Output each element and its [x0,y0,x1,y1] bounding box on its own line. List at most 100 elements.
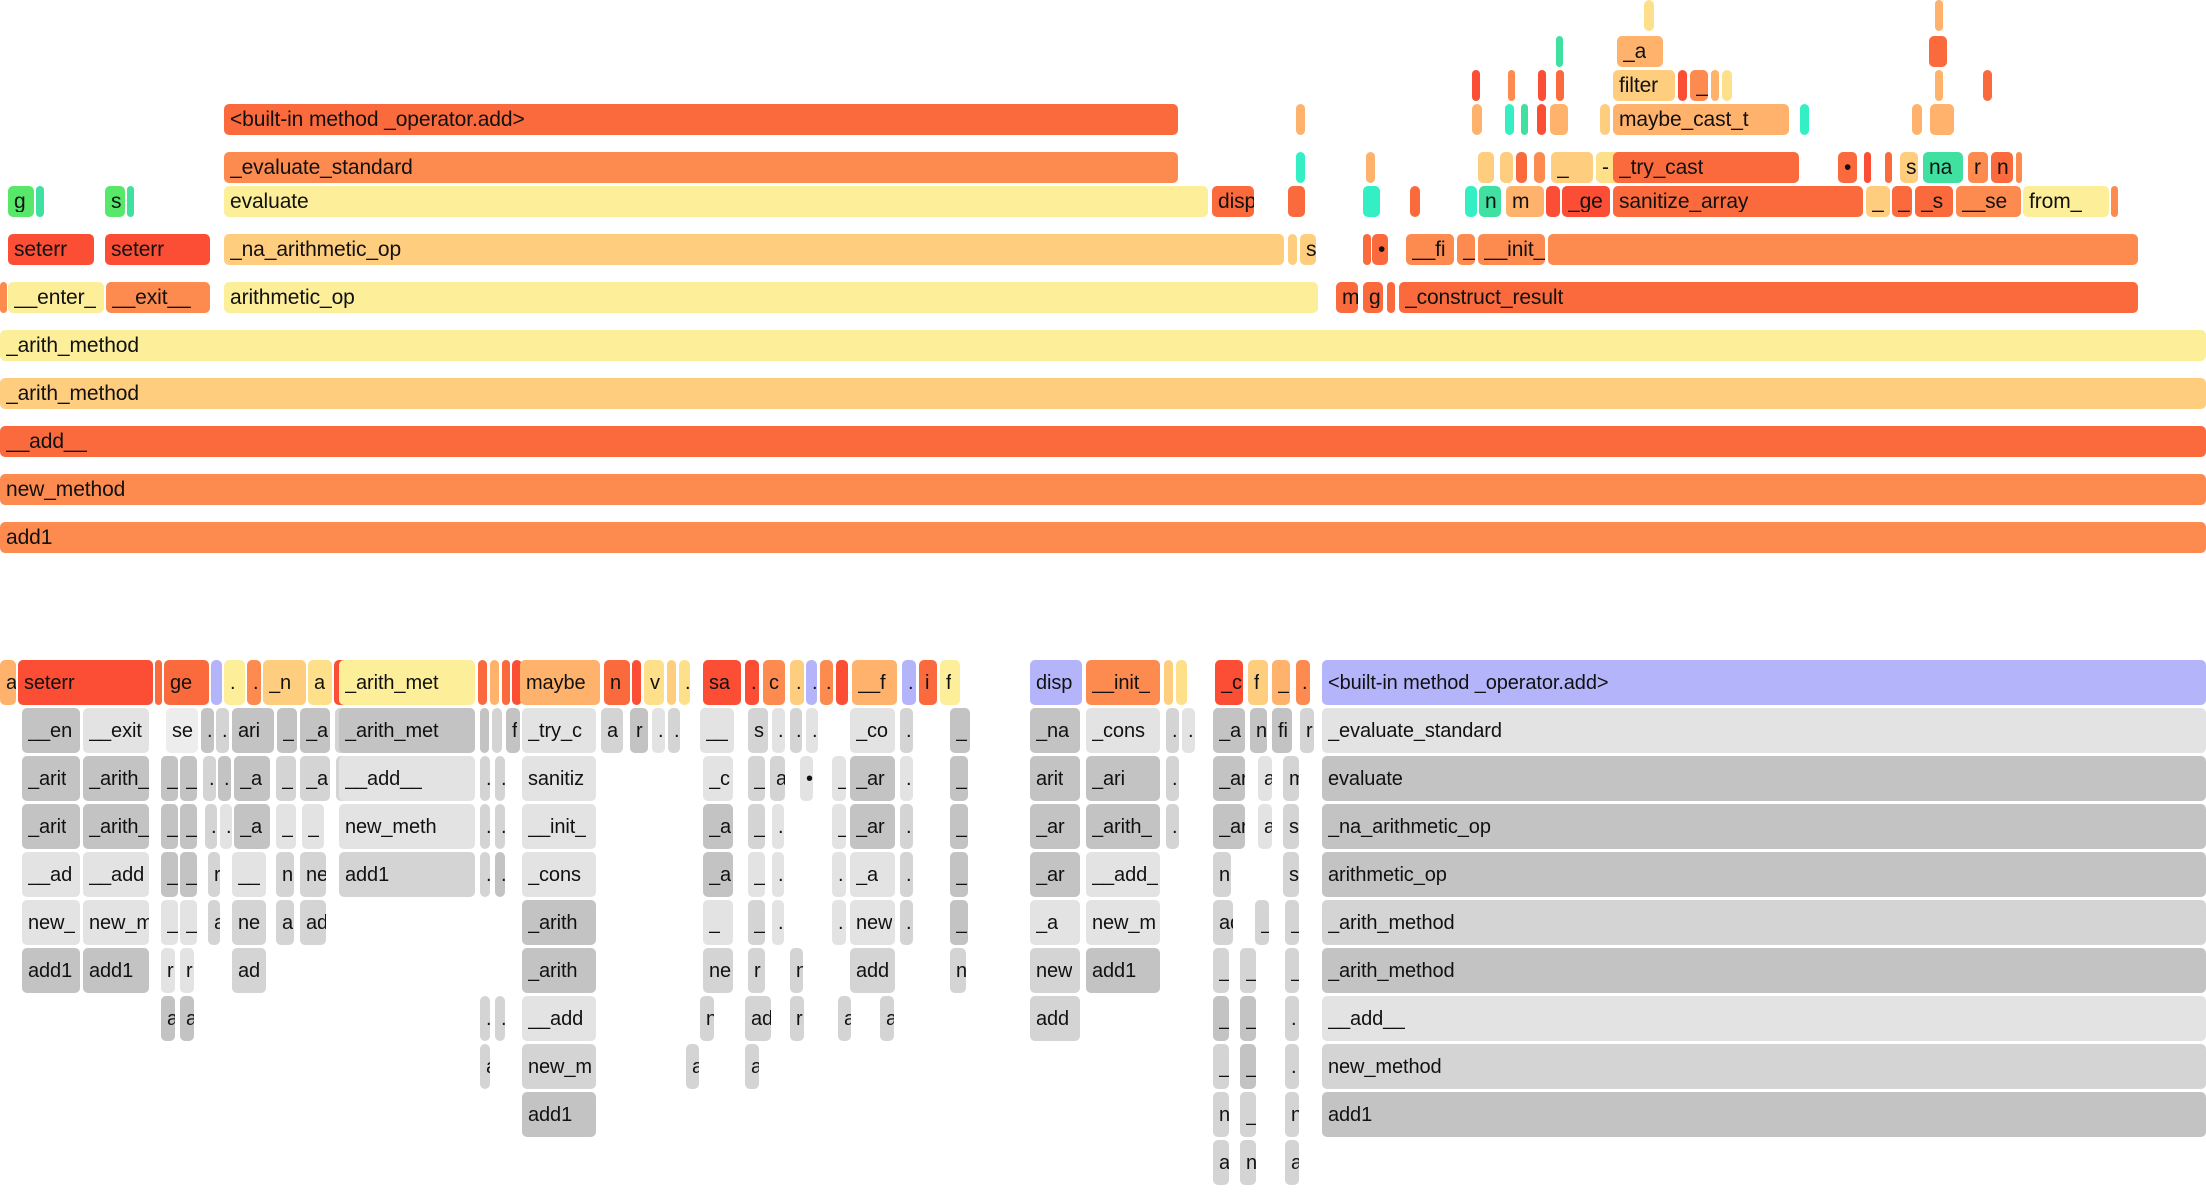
bottom-frame[interactable]: . [218,756,231,801]
top-frame[interactable]: __add__ [0,426,2206,457]
bottom-frame[interactable]: new_method [1322,1044,2206,1089]
bottom-frame[interactable]: _co [850,708,895,753]
top-frame[interactable]: sanitize_array [1613,186,1863,217]
top-frame[interactable] [1288,186,1305,217]
top-frame[interactable] [1864,152,1871,183]
bottom-frame[interactable]: ari [232,708,274,753]
bottom-frame[interactable]: a [180,996,194,1041]
top-frame[interactable]: _ [1866,186,1890,217]
bottom-frame[interactable]: a [480,1044,490,1089]
bottom-frame[interactable]: . [495,852,505,897]
bottom-frame[interactable]: _a [300,756,330,801]
bottom-frame[interactable]: . [1285,996,1299,1041]
top-frame[interactable]: na [1923,152,1963,183]
bottom-frame[interactable]: new_meth [339,804,475,849]
top-frame[interactable]: seterr [8,234,94,265]
top-frame[interactable] [1600,104,1610,135]
bottom-frame[interactable]: __ad [22,852,80,897]
top-frame[interactable]: n [1479,186,1501,217]
bottom-frame[interactable]: _ [1213,1044,1229,1089]
bottom-frame[interactable]: . [480,852,490,897]
top-frame[interactable] [1296,152,1305,183]
top-frame[interactable] [1929,36,1947,67]
bottom-frame[interactable]: _ [950,756,968,801]
bottom-frame[interactable]: a [208,900,220,945]
bottom-frame[interactable]: a [276,900,294,945]
bottom-frame[interactable]: _arith_ [1086,804,1160,849]
bottom-frame[interactable]: _cons [1086,708,1160,753]
bottom-frame[interactable]: _ [1240,1044,1256,1089]
bottom-frame[interactable]: . [820,660,833,705]
bottom-frame[interactable] [502,660,510,705]
bottom-frame[interactable] [667,660,676,705]
bottom-frame[interactable]: new [1030,948,1080,993]
top-frame[interactable] [1366,152,1375,183]
bottom-frame[interactable]: v [644,660,664,705]
bottom-frame[interactable]: a [1213,1140,1229,1185]
bottom-frame[interactable]: a [838,996,851,1041]
bottom-frame[interactable]: evaluate [1322,756,2206,801]
bottom-frame[interactable]: _ [180,804,197,849]
bottom-frame[interactable]: s [748,708,768,753]
top-frame[interactable]: _a [1617,36,1663,67]
bottom-frame[interactable]: _ [161,804,178,849]
top-frame[interactable] [1465,186,1477,217]
bottom-frame[interactable]: . [1166,756,1179,801]
bottom-frame[interactable]: f [1248,660,1268,705]
bottom-frame[interactable]: _a [850,852,895,897]
bottom-frame[interactable]: _a [703,852,733,897]
bottom-frame[interactable]: _ [950,852,968,897]
bottom-frame[interactable]: ne [703,948,733,993]
bottom-frame[interactable]: _ [277,708,297,753]
bottom-frame[interactable]: _ [276,756,296,801]
bottom-frame[interactable]: a [1258,804,1272,849]
bottom-frame[interactable]: _a [234,804,270,849]
bottom-frame[interactable]: • [800,756,813,801]
bottom-frame[interactable]: __add__ [1322,996,2206,1041]
bottom-frame[interactable]: new [850,900,895,945]
bottom-frame[interactable]: r [630,708,648,753]
bottom-frame[interactable]: _ [276,804,296,849]
top-frame[interactable]: disp [1212,186,1254,217]
bottom-frame[interactable]: __f [852,660,897,705]
top-frame[interactable] [1722,70,1732,101]
bottom-frame[interactable]: new_m [1086,900,1160,945]
bottom-frame[interactable]: . [224,660,245,705]
bottom-frame[interactable]: n [1213,1092,1229,1137]
bottom-frame[interactable]: new_m [522,1044,596,1089]
bottom-frame[interactable]: . [832,852,846,897]
bottom-frame[interactable]: _ [1285,900,1299,945]
top-frame[interactable] [1534,152,1545,183]
bottom-frame[interactable]: new_ [22,900,80,945]
bottom-frame[interactable]: a [745,1044,759,1089]
top-frame[interactable] [1472,104,1482,135]
bottom-frame[interactable]: _arith_met [339,708,475,753]
bottom-frame[interactable]: sanitiz [522,756,596,801]
bottom-frame[interactable]: add [1030,996,1080,1041]
bottom-frame[interactable]: . [902,660,916,705]
top-frame[interactable] [1550,104,1568,135]
top-frame[interactable] [1936,104,1944,135]
bottom-frame[interactable]: . [480,756,490,801]
bottom-frame[interactable]: _arith_ [83,756,149,801]
bottom-frame[interactable]: seterr [18,660,153,705]
bottom-frame[interactable]: _ [748,852,765,897]
bottom-frame[interactable]: f [940,660,960,705]
bottom-frame[interactable] [1164,660,1173,705]
bottom-frame[interactable]: . [772,900,784,945]
top-frame[interactable] [1644,0,1654,31]
bottom-frame[interactable]: _ [180,756,197,801]
top-frame[interactable]: n [1991,152,2013,183]
bottom-frame[interactable]: . [220,804,232,849]
top-frame[interactable]: add1 [0,522,2206,553]
bottom-frame[interactable]: add [850,948,895,993]
bottom-frame[interactable]: _c [703,756,733,801]
top-frame[interactable]: g [8,186,34,217]
top-frame[interactable] [1800,104,1809,135]
bottom-frame[interactable]: _try_c [522,708,596,753]
bottom-frame[interactable]: _ [1285,948,1299,993]
top-frame[interactable] [1363,186,1380,217]
bottom-frame[interactable]: . [1166,708,1179,753]
bottom-frame[interactable]: add1 [339,852,475,897]
top-frame[interactable] [1521,104,1528,135]
